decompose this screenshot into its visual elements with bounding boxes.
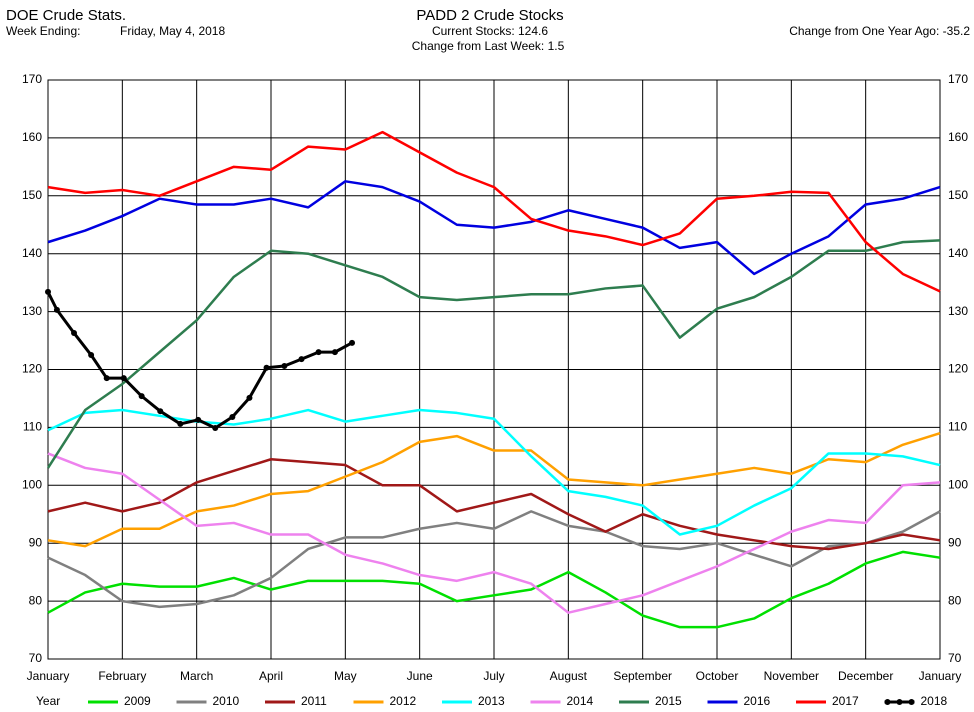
legend-marker [908, 699, 915, 705]
x-tick-label: August [550, 669, 588, 683]
series-marker [138, 393, 145, 400]
y2-tick-label: 90 [948, 535, 962, 549]
y2-tick-label: 140 [948, 246, 968, 260]
subtitle: PADD 2 Crude Stocks [416, 7, 563, 24]
series-line [47, 452, 941, 614]
x-tick-label: July [483, 669, 504, 683]
series-line [47, 510, 941, 609]
y2-tick-label: 80 [948, 593, 962, 607]
series-marker [45, 288, 51, 295]
x-tick-label: February [98, 669, 146, 683]
series-line [47, 550, 941, 629]
series-marker [195, 416, 202, 423]
y2-tick-label: 120 [948, 362, 968, 376]
series-line [46, 239, 941, 469]
y2-tick-label: 160 [948, 130, 968, 144]
y-tick-label: 130 [22, 304, 42, 318]
series-marker [349, 339, 356, 346]
yearly-change: Change from One Year Ago: -35.2 [789, 24, 970, 38]
legend-label: 2016 [744, 694, 771, 708]
y2-tick-label: 150 [948, 188, 968, 202]
x-tick-label: September [613, 669, 672, 683]
series-marker [229, 413, 236, 420]
y-tick-label: 150 [22, 188, 42, 202]
legend-label: 2017 [832, 694, 859, 708]
series-line [47, 431, 941, 548]
y-tick-label: 90 [29, 535, 43, 549]
legend-label: 2012 [390, 694, 417, 708]
series-marker [103, 375, 110, 382]
week-date: Friday, May 4, 2018 [120, 24, 225, 38]
y-tick-label: 140 [22, 246, 42, 260]
series-marker [281, 363, 288, 370]
x-tick-label: December [838, 669, 893, 683]
x-tick-label: January [919, 669, 962, 683]
y2-tick-label: 130 [948, 304, 968, 318]
x-tick-label: November [764, 669, 819, 683]
y-tick-label: 160 [22, 130, 42, 144]
series-marker [212, 424, 219, 431]
legend-marker [896, 699, 903, 705]
legend-label: 2014 [567, 694, 594, 708]
series-marker [298, 356, 305, 363]
series-marker [71, 330, 78, 337]
series-line [46, 291, 353, 430]
series-marker [88, 352, 95, 359]
weekly-change: Change from Last Week: 1.5 [412, 39, 565, 53]
series-line [47, 130, 941, 293]
y2-tick-label: 170 [948, 72, 968, 86]
series-marker [263, 364, 270, 371]
series-marker [157, 408, 164, 415]
y-tick-label: 100 [22, 477, 42, 491]
x-tick-label: April [259, 669, 283, 683]
series-marker [120, 375, 127, 382]
series-line [47, 457, 941, 551]
y-tick-label: 110 [23, 420, 42, 434]
series-marker [246, 394, 253, 401]
legend-marker [884, 699, 891, 705]
legend-title: Year [36, 694, 60, 708]
x-tick-label: June [407, 669, 433, 683]
week-label: Week Ending: [6, 24, 81, 38]
y-tick-label: 80 [29, 593, 43, 607]
series-line [47, 180, 941, 276]
x-tick-label: October [696, 669, 739, 683]
legend-label: 2015 [655, 694, 682, 708]
chart-title: DOE Crude Stats. [6, 7, 126, 24]
legend-label: 2009 [124, 694, 151, 708]
series-marker [331, 349, 338, 356]
y-tick-label: 70 [29, 651, 43, 665]
y-tick-label: 120 [22, 362, 42, 376]
series-marker [53, 306, 60, 313]
y-tick-label: 170 [22, 72, 42, 86]
x-tick-label: March [180, 669, 213, 683]
legend-label: 2013 [478, 694, 505, 708]
series-marker [315, 349, 322, 356]
plot-frame [47, 79, 941, 660]
series-marker [177, 420, 184, 427]
y2-tick-label: 110 [948, 420, 967, 434]
x-tick-label: May [334, 669, 357, 683]
y2-tick-label: 100 [948, 477, 968, 491]
legend-label: 2010 [213, 694, 240, 708]
current-stocks: Current Stocks: 124.6 [432, 24, 548, 38]
y2-tick-label: 70 [948, 651, 962, 665]
legend-label: 2011 [301, 694, 327, 708]
x-tick-label: January [27, 669, 70, 683]
legend-label: 2018 [921, 694, 948, 708]
